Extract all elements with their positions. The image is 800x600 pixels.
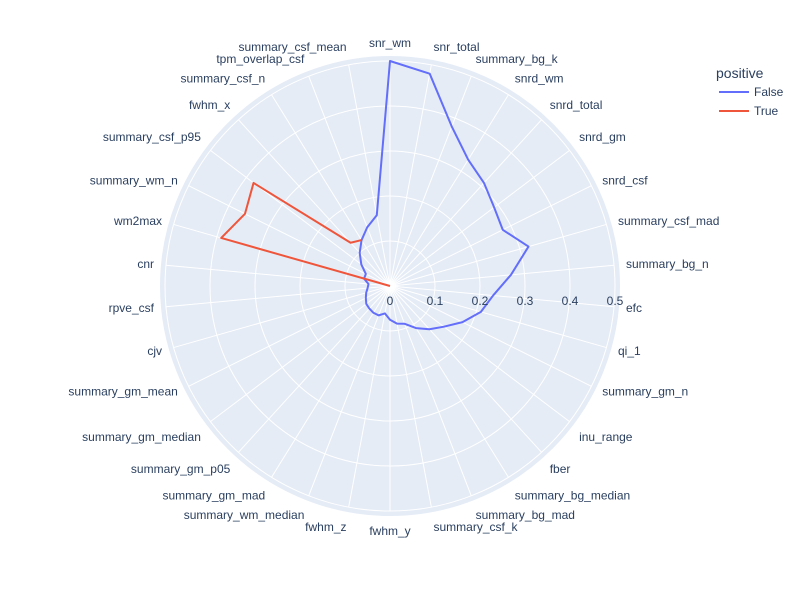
grid-spoke — [210, 150, 391, 287]
grid-spoke — [389, 223, 607, 287]
legend: positive False True — [716, 65, 784, 118]
grid-spoke — [389, 285, 542, 453]
radial-tick-label: 0.4 — [562, 294, 579, 308]
category-label: summary_bg_k — [476, 52, 559, 66]
radial-tick-label: 0.5 — [607, 294, 624, 308]
category-label: snr_total — [434, 40, 480, 54]
grid-spoke — [389, 76, 472, 287]
category-label: summary_bg_mad — [476, 508, 575, 522]
category-label: wm2max — [113, 214, 162, 228]
grid-spoke — [165, 285, 391, 308]
category-label: summary_wm_median — [184, 508, 305, 522]
category-label: tpm_overlap_csf — [216, 52, 305, 66]
radial-tick-label: 0.2 — [472, 294, 489, 308]
grid-spoke — [348, 285, 391, 508]
category-label: fwhm_y — [369, 524, 410, 538]
category-label: cnr — [137, 257, 154, 271]
category-label: summary_csf_mad — [618, 214, 719, 228]
grid-spoke — [389, 285, 570, 422]
grid-spoke — [165, 264, 391, 287]
radial-tick-label: 0.3 — [517, 294, 534, 308]
category-label: fwhm_z — [305, 520, 346, 534]
grid-spoke — [308, 285, 391, 496]
grid-spoke — [389, 285, 509, 478]
grid-spoke — [188, 285, 391, 387]
grid-spoke — [271, 285, 391, 478]
category-label: summary_gm_p05 — [131, 462, 231, 476]
category-label: summary_bg_n — [626, 257, 709, 271]
category-label: fwhm_x — [189, 98, 230, 112]
grid-spoke — [173, 285, 391, 349]
grid-spoke — [389, 150, 570, 287]
radial-tick-label: 0 — [387, 294, 394, 308]
category-label: inu_range — [579, 430, 633, 444]
category-label: summary_gm_mean — [68, 385, 177, 399]
category-label: snrd_wm — [515, 72, 564, 86]
grid-spoke — [271, 94, 391, 287]
grid-spoke — [389, 185, 592, 287]
category-label: summary_gm_n — [602, 385, 688, 399]
category-label: snrd_gm — [579, 130, 626, 144]
grid-spoke — [188, 185, 391, 287]
category-label: summary_csf_p95 — [103, 130, 201, 144]
grid-spoke — [389, 264, 615, 287]
grid-spoke — [389, 64, 432, 287]
grid-spoke — [238, 119, 391, 287]
legend-title: positive — [716, 65, 764, 81]
grid-spoke — [389, 94, 509, 287]
category-label: summary_csf_k — [434, 520, 519, 534]
category-label: efc — [626, 301, 642, 315]
grid-spoke — [389, 285, 472, 496]
category-label: rpve_csf — [109, 301, 155, 315]
grid-spoke — [389, 285, 592, 387]
grid-spoke — [238, 285, 391, 453]
grid-spoke — [389, 285, 607, 349]
radial-tick-label: 0.1 — [427, 294, 444, 308]
category-label: snr_wm — [369, 36, 411, 50]
series-line-false — [358, 60, 530, 331]
grid-spoke — [210, 285, 391, 422]
series-line-true — [220, 181, 391, 287]
grid-spoke — [308, 76, 391, 287]
category-label: summary_csf_n — [180, 72, 265, 86]
category-label: fber — [550, 462, 571, 476]
category-label: summary_bg_median — [515, 489, 630, 503]
category-label: summary_gm_median — [82, 430, 201, 444]
category-label: cjv — [147, 344, 162, 358]
category-label: snrd_csf — [602, 173, 648, 187]
category-label: summary_csf_mean — [238, 40, 346, 54]
category-label: qi_1 — [618, 344, 641, 358]
legend-entry-true[interactable]: True — [754, 104, 779, 118]
legend-entry-false[interactable]: False — [754, 85, 784, 99]
grid-spoke — [389, 285, 615, 308]
category-label: summary_gm_mad — [162, 489, 265, 503]
grid-spoke — [389, 119, 542, 287]
category-label: summary_wm_n — [90, 173, 178, 187]
category-label: snrd_total — [550, 98, 603, 112]
grid-spoke — [348, 64, 391, 287]
